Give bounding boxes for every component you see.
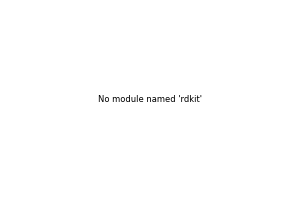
Text: No module named 'rdkit': No module named 'rdkit' (98, 96, 202, 104)
